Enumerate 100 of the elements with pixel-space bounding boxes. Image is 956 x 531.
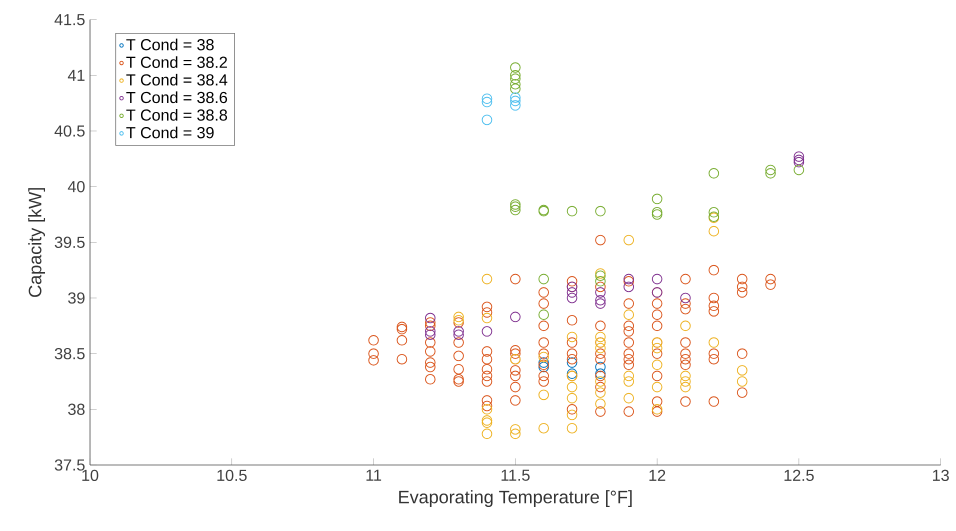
legend-label: T Cond = 38.8 [126,109,228,121]
x-tick-label: 10 [82,470,98,482]
point [482,428,492,440]
point [652,342,662,354]
point [538,422,549,434]
point [425,312,436,324]
point [482,274,492,284]
point [680,376,691,387]
point [425,329,436,340]
point [708,168,720,179]
point [595,398,606,410]
point [566,332,578,342]
legend-label: T Cond = 38.6 [126,91,228,104]
x-tick-label: 11.5 [502,470,530,481]
point [510,424,521,435]
y-tick-label: 37.5 [54,459,85,471]
point [623,392,634,404]
point [595,287,606,298]
point [652,360,662,370]
point [538,309,549,320]
point [595,376,606,387]
point [538,352,549,362]
point [623,309,634,320]
point [510,204,521,216]
point [510,62,521,73]
legend-label: T Cond = 39 [126,126,214,138]
x-axis-title: Evaporating Temperature [°F] [399,490,632,507]
point [623,274,634,284]
point [510,83,521,94]
point [680,292,691,304]
point [736,365,748,376]
point [482,404,492,415]
x-tick-label: 12 [649,470,666,481]
point [482,312,492,324]
point [595,298,606,309]
point [510,428,521,440]
y-tick-label: 39 [68,292,85,304]
x-tick-label: 11 [366,470,382,481]
point [652,274,662,284]
point [510,100,521,111]
point [482,93,492,104]
legend-label: T Cond = 38.2 [126,56,227,68]
legend-label: T Cond = 38 [126,38,214,50]
point [765,164,776,176]
point [652,194,662,204]
point [794,164,804,176]
x-tick-label: 13 [932,470,949,482]
point [538,357,549,368]
point [453,326,464,337]
point [482,114,492,126]
point [566,422,578,434]
point [680,320,691,332]
point [482,326,492,337]
point [425,326,436,337]
y-tick-label: 38 [68,404,85,415]
point [595,368,606,379]
point [680,382,691,392]
point [652,206,662,218]
point [566,392,578,404]
point [538,390,549,400]
point [566,292,578,304]
point [453,314,464,326]
y-tick-label: 40.5 [54,125,85,137]
point [595,206,606,216]
legend-label: T Cond = 38.4 [126,74,228,86]
x-tick-label: 10.5 [217,470,247,482]
y-tick-label: 41.5 [54,14,85,26]
point [736,376,748,387]
point [566,368,578,379]
point [623,370,634,382]
point [482,96,492,108]
y-tick-label: 41 [68,70,85,81]
point [623,234,634,246]
point [566,206,578,216]
point [708,206,720,218]
point [708,337,720,348]
point [765,168,776,179]
point [595,294,606,306]
point [566,357,578,368]
point [623,376,634,387]
point [595,362,606,372]
point [595,387,606,398]
y-axis-title: Capacity [kW] [28,188,46,297]
point [538,274,549,284]
point [510,92,521,103]
point [623,282,634,292]
point [510,78,521,90]
y-tick-label: 39.5 [54,236,85,248]
point [680,370,691,382]
y-tick-label: 40 [68,181,85,192]
point [510,73,521,84]
point [566,382,578,392]
y-tick-label: 38.5 [54,348,85,360]
point [595,276,606,287]
point [794,151,804,162]
point [708,226,720,236]
point [453,329,464,340]
point [652,382,662,392]
point [453,312,464,322]
point [510,312,521,322]
